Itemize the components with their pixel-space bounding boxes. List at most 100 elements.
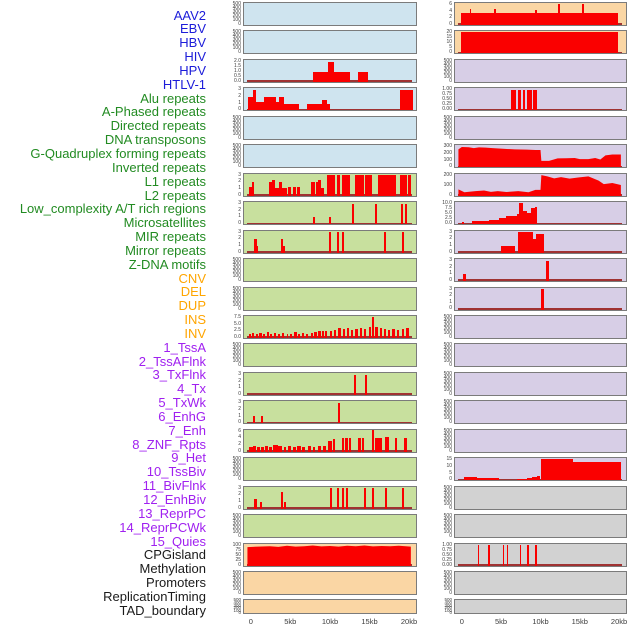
signal-bar — [531, 208, 535, 225]
y-tick-label: 1.5 — [234, 62, 241, 69]
y-tick-label: 1 — [449, 298, 452, 305]
y-ticks-5-txwk: 200 100 0 — [414, 171, 452, 197]
y-tick-label: 200 — [443, 171, 452, 178]
panel-del — [243, 571, 417, 595]
signal-bar — [337, 488, 340, 509]
y-tick-label: 400 — [232, 460, 241, 467]
y-tick-label: 300 — [443, 407, 452, 414]
signal-bar — [371, 430, 375, 452]
panel-2-tssaflnk — [454, 87, 627, 112]
signal-bar — [294, 332, 297, 338]
panel-mir-repeats — [243, 457, 417, 482]
signal-bar — [478, 545, 480, 566]
y-tick-label: 500 — [232, 143, 241, 150]
zero-baseline — [458, 222, 622, 225]
signal-bar — [392, 329, 395, 338]
x-tick-label: 15kb — [571, 617, 588, 626]
signal-bar — [256, 446, 261, 452]
signal-bar — [461, 221, 464, 225]
y-ticks-inverted-repeats: 7.5 5.0 2.5 0.0 — [203, 314, 241, 339]
y-tick-label: 500 — [232, 1, 241, 7]
signal-bar — [506, 216, 517, 225]
signal-bar — [271, 179, 275, 196]
signal-bar — [375, 203, 378, 225]
y-tick-label: 300 — [232, 9, 241, 15]
y-ticks-hbv: 2.0 1.5 1.0 0.5 0.0 — [203, 58, 241, 84]
y-tick-label: 50 — [235, 551, 241, 558]
signal-bar — [273, 444, 278, 452]
y-tick-label: 400 — [443, 317, 452, 324]
signal-bar — [321, 100, 327, 111]
y-ticks-dna-transposons: 500 400 300 200 100 0 — [203, 258, 241, 283]
signal-bar — [337, 403, 340, 424]
panel-z-dna-motifs — [243, 514, 417, 539]
y-tick-label: 300 — [443, 143, 452, 150]
signal-bar — [353, 374, 356, 395]
y-tick-label: 200 — [232, 468, 241, 475]
y-tick-label: 400 — [232, 5, 241, 11]
track-label-15-quies: 15_Quies — [150, 533, 206, 549]
y-tick-label: 0 — [449, 610, 452, 616]
panel-htlv-1 — [243, 144, 417, 169]
signal-bar — [523, 210, 527, 225]
panel-cnv — [243, 542, 417, 567]
track-label-promoters: Promoters — [146, 575, 206, 591]
y-tick-label: 100 — [444, 607, 452, 613]
panel-3-txflnk — [454, 115, 627, 140]
y-tick-label: 0 — [238, 447, 241, 454]
y-tick-label: 500 — [443, 342, 452, 349]
track-label-del: DEL — [180, 284, 206, 300]
y-tick-label: 6 — [449, 1, 452, 7]
signal-bar — [297, 333, 300, 338]
signal-bar — [346, 328, 350, 338]
y-tick-label: 400 — [232, 261, 241, 268]
y-tick-label: 1 — [449, 241, 452, 248]
y-tick-label: 500 — [443, 570, 452, 576]
panel-14-reprpcwk — [454, 428, 627, 453]
signal-bar — [302, 333, 305, 338]
signal-bar — [252, 416, 255, 424]
y-ticks-3-txflnk: 500 400 300 200 100 0 — [414, 115, 452, 140]
panel-5-txwk — [454, 172, 627, 197]
y-tick-label: 3 — [238, 399, 241, 406]
y-tick-label: 0 — [238, 504, 241, 511]
signal-bar — [307, 446, 312, 452]
signal-bar — [518, 90, 522, 111]
track-label-3-txflnk: 3_TxFlnk — [152, 367, 206, 383]
y-tick-label: 2 — [238, 491, 241, 498]
y-tick-label: 0 — [238, 390, 241, 397]
track-label-aav2: AAV2 — [173, 7, 206, 23]
signal-bar — [527, 545, 529, 566]
y-tick-label: 5 — [449, 44, 452, 51]
y-tick-label: 500 — [233, 597, 241, 603]
panel-ebv — [243, 30, 417, 55]
y-tick-label: 0.0 — [234, 77, 241, 84]
y-tick-label: 0 — [238, 561, 241, 568]
signal-bar — [329, 217, 332, 225]
signal-bar — [558, 3, 560, 25]
signal-bar — [256, 245, 259, 253]
signal-bar — [341, 175, 351, 196]
y-tick-label: 300 — [232, 350, 241, 357]
signal-bar — [404, 203, 407, 225]
signal-bar — [330, 488, 333, 509]
y-tick-label: 0 — [449, 590, 452, 596]
signal-bar — [488, 545, 490, 566]
y-tick-label: 0 — [238, 610, 241, 616]
signal-bar — [523, 90, 525, 111]
y-ticks-hpv: 500 400 300 200 100 0 — [203, 115, 241, 140]
y-tick-label: 200 — [443, 582, 452, 588]
track-label-12-enhbiv: 12_EnhBiv — [143, 492, 206, 507]
signal-bar — [384, 232, 387, 253]
track-label-l1-repeats: L1 repeats — [144, 173, 206, 189]
signal-bar — [501, 245, 515, 253]
signal-bar — [338, 328, 341, 338]
panel-4-tx — [454, 144, 627, 169]
y-tick-label: 0 — [449, 77, 452, 84]
y-tick-label: 0 — [238, 362, 241, 369]
panel-7-enh — [454, 229, 627, 254]
panel-promoters — [454, 542, 627, 567]
y-tick-label: 10.0 — [442, 200, 452, 207]
y-tick-label: 2 — [449, 235, 452, 242]
